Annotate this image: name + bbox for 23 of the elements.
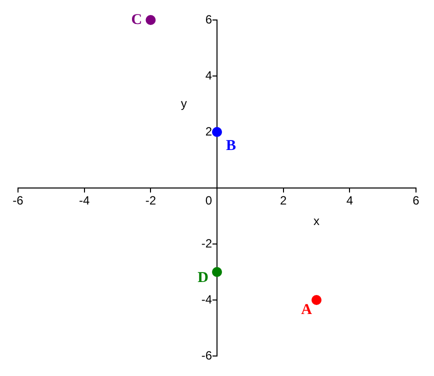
y-tick-label: -4	[201, 292, 212, 306]
point	[212, 127, 222, 137]
y-tick-label: -6	[201, 348, 212, 362]
point	[146, 15, 156, 25]
series-label: B	[226, 138, 236, 154]
x-tick-label: -6	[12, 193, 24, 208]
point	[312, 295, 322, 305]
x-tick-label: 4	[346, 193, 354, 208]
x-tick-label: 0	[205, 193, 212, 208]
series-label: C	[131, 12, 142, 28]
y-tick-label: 2	[205, 124, 212, 138]
y-tick-label: 4	[205, 68, 212, 82]
y-tick-label: -2	[201, 236, 212, 250]
point	[212, 267, 222, 277]
x-tick-label: 6	[412, 193, 420, 208]
series-label: D	[198, 270, 209, 286]
series-label: A	[301, 302, 312, 318]
x-tick-label: 2	[280, 193, 287, 208]
x-tick-label: -4	[78, 193, 90, 208]
x-tick-label: -2	[145, 193, 156, 208]
x-axis-title: x	[314, 214, 320, 228]
y-tick-label: 6	[205, 12, 212, 26]
y-axis-title: y	[180, 96, 187, 110]
